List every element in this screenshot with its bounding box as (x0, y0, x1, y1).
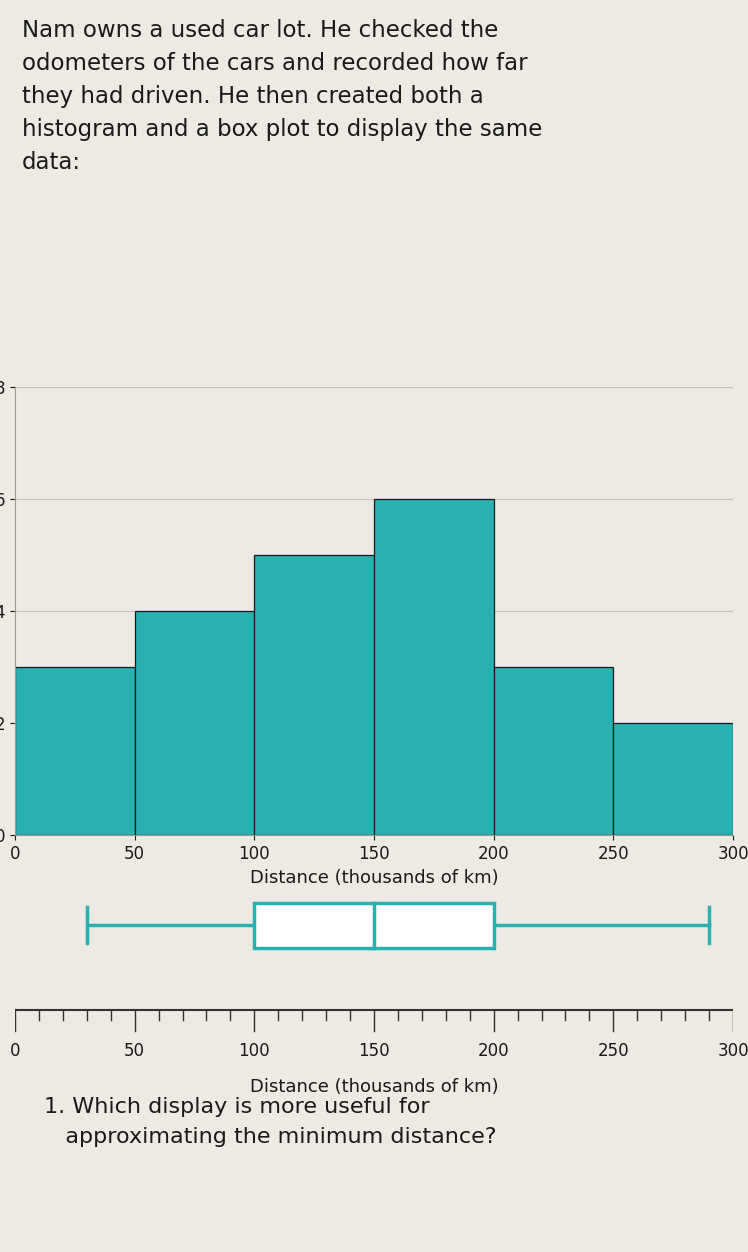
Bar (494, 667, 613, 835)
Text: 200: 200 (478, 1042, 509, 1060)
Bar (374, 498, 494, 835)
X-axis label: Distance (thousands of km): Distance (thousands of km) (250, 869, 498, 886)
Bar (613, 724, 733, 835)
Bar (254, 555, 374, 835)
Text: Distance (thousands of km): Distance (thousands of km) (250, 1078, 498, 1096)
Text: Nam owns a used car lot. He checked the
odometers of the cars and recorded how f: Nam owns a used car lot. He checked the … (22, 19, 542, 174)
Bar (135, 611, 254, 835)
Text: 250: 250 (598, 1042, 629, 1060)
Text: 150: 150 (358, 1042, 390, 1060)
FancyBboxPatch shape (254, 903, 494, 948)
Bar (15, 667, 135, 835)
Text: 100: 100 (239, 1042, 270, 1060)
Text: 300: 300 (717, 1042, 748, 1060)
Text: 0: 0 (10, 1042, 20, 1060)
Text: 1. Which display is more useful for
   approximating the minimum distance?: 1. Which display is more useful for appr… (43, 1097, 496, 1147)
Text: 50: 50 (124, 1042, 145, 1060)
